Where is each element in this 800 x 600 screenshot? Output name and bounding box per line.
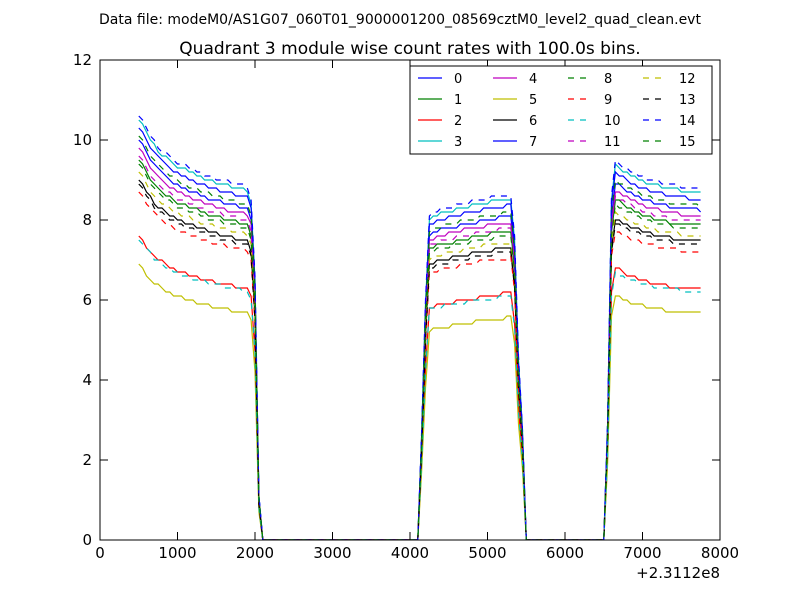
legend-label-8: 8 — [604, 72, 612, 87]
legend-label-15: 15 — [679, 135, 696, 150]
legend-frame — [409, 65, 713, 155]
chart-title: Quadrant 3 module wise count rates with … — [179, 39, 640, 59]
legend-label-3: 3 — [454, 135, 462, 150]
y-tick-label: 6 — [82, 291, 92, 309]
y-tick-label: 4 — [82, 371, 92, 389]
legend-label-2: 2 — [454, 114, 462, 129]
legend-label-5: 5 — [529, 93, 537, 108]
x-tick-label: 7000 — [623, 544, 661, 562]
legend-label-4: 4 — [529, 72, 537, 87]
y-tick-label: 10 — [73, 131, 92, 149]
x-tick-label: 5000 — [468, 544, 506, 562]
legend-label-13: 13 — [679, 93, 696, 108]
legend-label-14: 14 — [679, 114, 696, 129]
y-tick-label: 8 — [82, 211, 92, 229]
legend-label-7: 7 — [529, 135, 537, 150]
legend-label-11: 11 — [604, 135, 621, 150]
y-tick-label: 12 — [73, 51, 92, 69]
series-line-15 — [138, 163, 701, 540]
legend-label-9: 9 — [604, 93, 612, 108]
y-tick-label: 2 — [82, 451, 92, 469]
legend-label-1: 1 — [454, 93, 462, 108]
legend-label-12: 12 — [679, 72, 696, 87]
x-tick-label: 3000 — [313, 544, 351, 562]
series-line-12 — [138, 171, 701, 540]
x-offset-label: +2.3112e8 — [636, 564, 720, 582]
legend-label-0: 0 — [454, 72, 462, 87]
x-tick-label: 4000 — [391, 544, 429, 562]
x-tick-label: 6000 — [546, 544, 584, 562]
x-tick-label: 2000 — [236, 544, 274, 562]
legend-label-10: 10 — [604, 114, 621, 129]
legend-label-6: 6 — [529, 114, 537, 129]
x-tick-label: 8000 — [701, 544, 739, 562]
y-tick-label: 0 — [82, 531, 92, 549]
x-tick-label: 0 — [95, 544, 105, 562]
series-layer — [138, 115, 702, 540]
x-axis: 0 1000 2000 3000 4000 5000 6000 7000 8000 — [95, 60, 739, 562]
figure-suptitle: Data file: modeM0/AS1G07_060T01_90000012… — [99, 12, 701, 28]
x-tick-label: 1000 — [158, 544, 196, 562]
plot-area: 0 1000 2000 3000 4000 5000 6000 7000 8000 0 2 4 6 8 1… — [73, 51, 739, 562]
